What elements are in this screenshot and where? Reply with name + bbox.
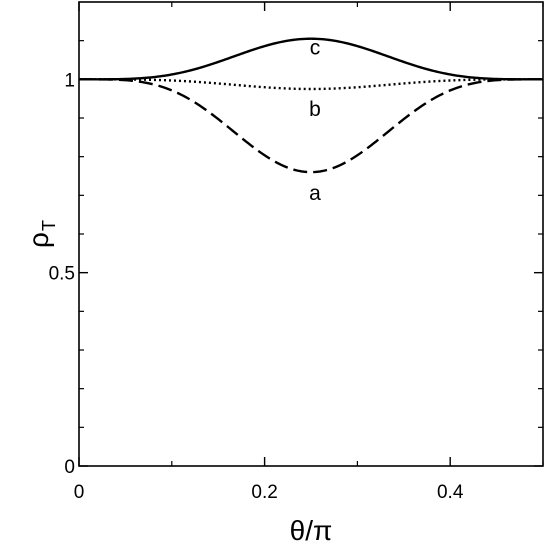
- series-c-line: [79, 37, 543, 81]
- curve-label-c: c: [310, 37, 321, 60]
- y-axis-label-subscript: T: [39, 220, 59, 231]
- curve-label-b: b: [309, 98, 321, 121]
- plot-frame: [78, 1, 544, 467]
- y-tick-label: 0.5: [49, 264, 75, 285]
- y-tick-label: 0: [64, 457, 75, 478]
- curve-annotations: c b a: [309, 37, 321, 205]
- plot-curves: [79, 37, 543, 174]
- x-tick-label: 0.2: [251, 482, 277, 503]
- series-a-line: [79, 78, 543, 174]
- y-axis-label-main: ρ: [23, 232, 54, 248]
- x-tick-label: 0.4: [437, 482, 464, 503]
- axis-ticks: [78, 2, 544, 467]
- tick-labels: 0 0.2 0.4 0 0.5 1: [49, 70, 464, 503]
- x-tick-label: 0: [74, 482, 85, 503]
- y-axis-label: ρT: [23, 220, 59, 248]
- curve-label-a: a: [309, 182, 321, 205]
- x-axis-label: θ/π: [290, 515, 333, 546]
- y-tick-label: 1: [64, 70, 75, 91]
